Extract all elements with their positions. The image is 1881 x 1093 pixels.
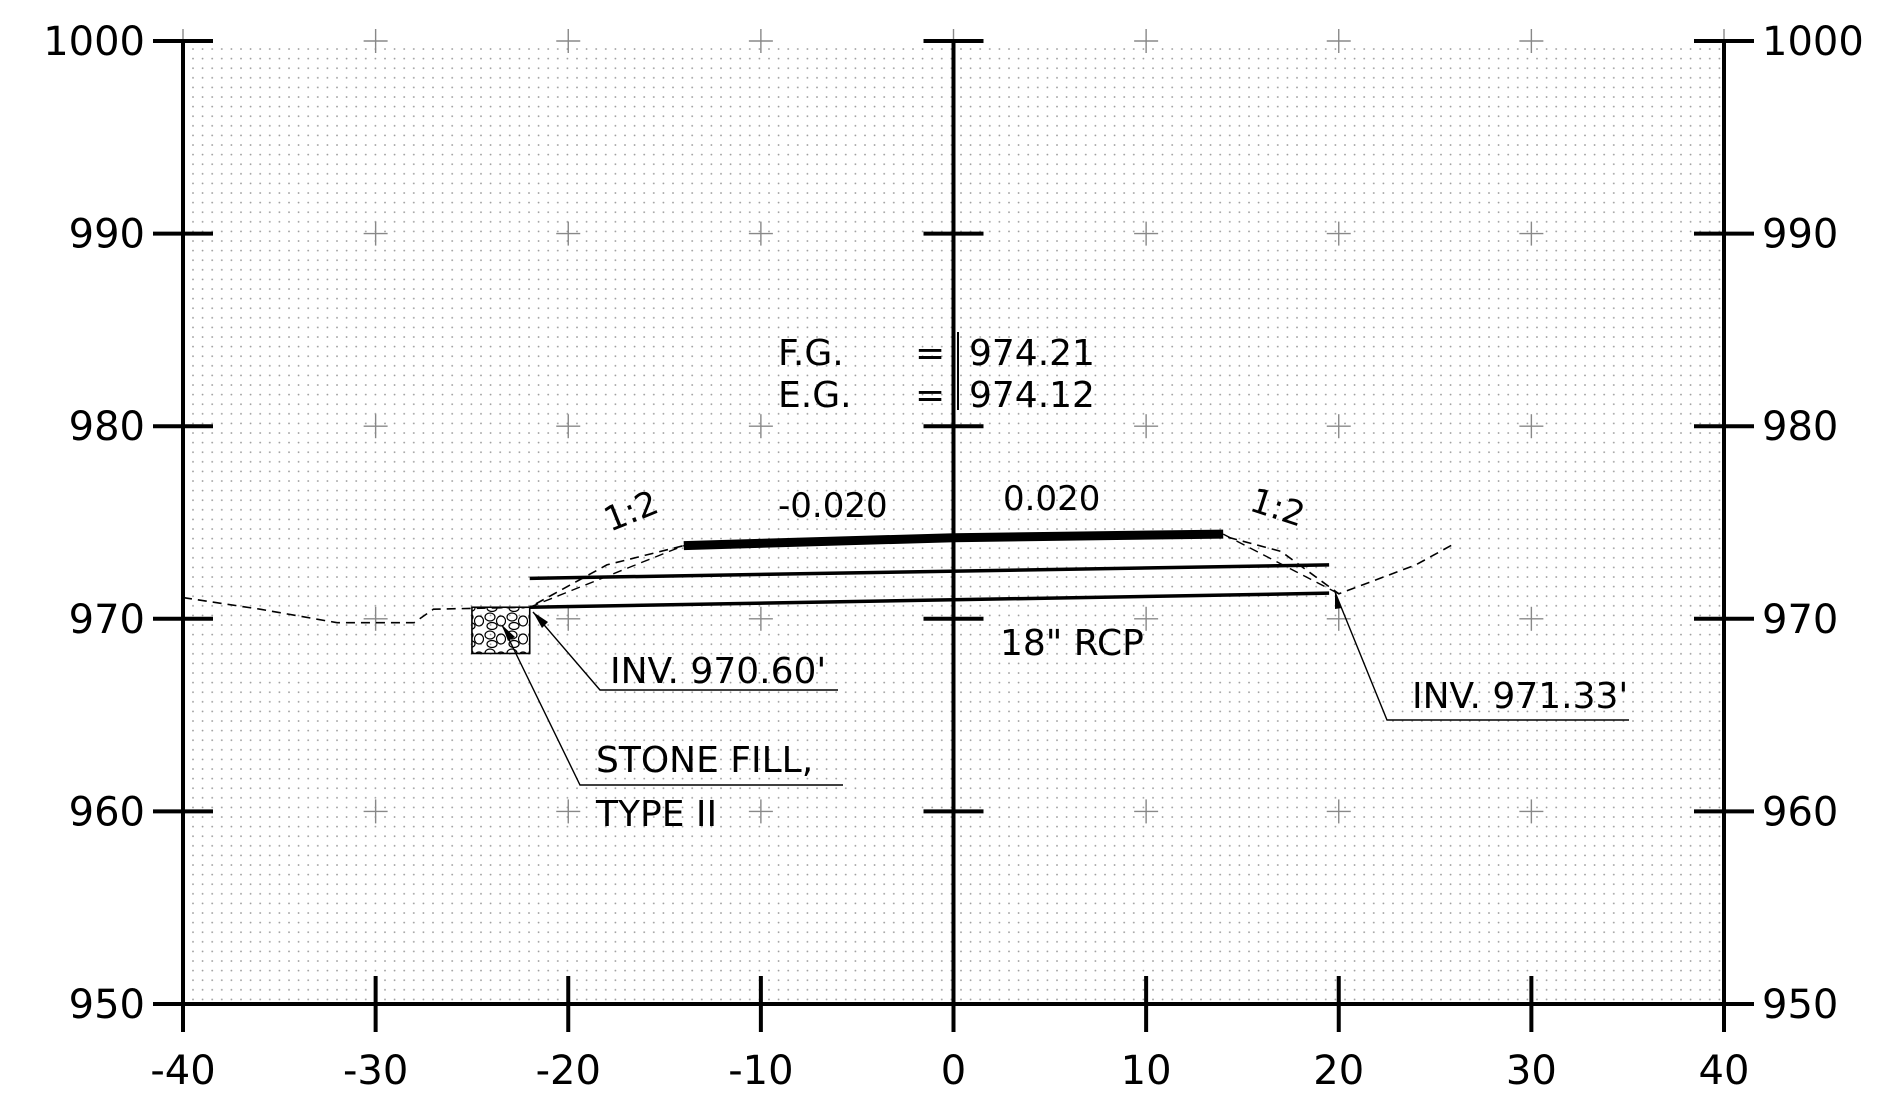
left-y-tick-label: 980 xyxy=(69,404,145,450)
pipe-label: 18" RCP xyxy=(1000,623,1144,664)
grid-cross xyxy=(748,606,773,631)
x-tick-label: -30 xyxy=(343,1048,408,1093)
left-y-tick-label: 960 xyxy=(69,789,145,835)
inv-right-arrowhead xyxy=(1335,592,1342,609)
pipe-top-line xyxy=(529,563,1330,581)
grid-cross xyxy=(1134,606,1159,631)
right-y-tick-label: 970 xyxy=(1762,597,1838,643)
right-y-tick-label: 960 xyxy=(1762,789,1838,835)
grid-cross xyxy=(1134,221,1159,246)
existing-ground-line xyxy=(182,535,1455,624)
inv-left-label: INV. 970.60' xyxy=(610,651,826,692)
finished-grade-line xyxy=(683,529,1224,551)
stone-fill-leader xyxy=(501,624,843,786)
grid-cross xyxy=(1519,29,1544,53)
grid-cross xyxy=(556,414,581,439)
grid-cross xyxy=(556,29,581,53)
axis-tick-labels: 950 950 960 960 970 970 980 980 990 990 1000 1000 -4… xyxy=(43,19,1864,1093)
x-tick-label: 40 xyxy=(1699,1048,1750,1093)
grid-cross xyxy=(1134,799,1159,824)
stone-fill-block xyxy=(471,606,531,655)
pipe-bottom-line xyxy=(529,591,1330,609)
stone-fill-arrowhead xyxy=(502,625,515,641)
grid-cross xyxy=(556,606,581,631)
left-y-tick-label: 990 xyxy=(69,212,145,258)
right-cross-slope-label: 0.020 xyxy=(1003,479,1100,519)
grid-cross xyxy=(1519,799,1544,824)
grid-cross xyxy=(556,799,581,824)
x-tick-label: -40 xyxy=(150,1048,215,1093)
right-y-tick-label: 950 xyxy=(1762,982,1838,1028)
eg-equals: = xyxy=(915,375,945,416)
grid-cross xyxy=(363,606,388,631)
grid-cross xyxy=(363,221,388,246)
grid-cross xyxy=(1134,29,1159,53)
grid-cross xyxy=(748,414,773,439)
grid-cross xyxy=(1519,221,1544,246)
fg-equals: = xyxy=(915,333,945,374)
grid-cross xyxy=(1326,799,1351,824)
x-tick-label: 0 xyxy=(941,1048,966,1093)
eg-value: 974.12 xyxy=(969,375,1095,416)
grid-cross xyxy=(748,221,773,246)
left-y-tick-label: 950 xyxy=(69,982,145,1028)
x-tick-label: 10 xyxy=(1121,1048,1172,1093)
stone-fill-label-line1: STONE FILL, xyxy=(596,740,813,781)
inv-left-arrowhead xyxy=(533,612,548,628)
inv-right-label: INV. 971.33' xyxy=(1412,676,1628,717)
axis-ticks xyxy=(153,39,1754,1032)
stone-fill-label-line2: TYPE II xyxy=(595,794,717,835)
x-tick-label: -10 xyxy=(728,1048,793,1093)
left-y-tick-label: 1000 xyxy=(43,19,145,65)
inv-right-leader xyxy=(1334,591,1629,721)
left-cross-slope-label: -0.020 xyxy=(778,486,888,526)
x-tick-label: 30 xyxy=(1506,1048,1557,1093)
x-tick-label: -20 xyxy=(536,1048,601,1093)
right-y-tick-label: 990 xyxy=(1762,212,1838,258)
grid-cross xyxy=(1519,414,1544,439)
eg-label: E.G. xyxy=(778,375,852,416)
grid-cross xyxy=(1134,414,1159,439)
right-y-tick-label: 1000 xyxy=(1762,19,1864,65)
grid-cross xyxy=(1519,606,1544,631)
grid-cross xyxy=(1326,29,1351,53)
left-y-tick-label: 970 xyxy=(69,597,145,643)
grid-cross xyxy=(1326,606,1351,631)
fg-label: F.G. xyxy=(778,333,844,374)
grid-cross xyxy=(748,29,773,53)
grid-cross xyxy=(1326,414,1351,439)
right-y-tick-label: 980 xyxy=(1762,404,1838,450)
grid-cross xyxy=(556,221,581,246)
grid-cross xyxy=(363,29,388,53)
grid-cross xyxy=(748,799,773,824)
grid-cross xyxy=(1326,221,1351,246)
x-tick-label: 20 xyxy=(1313,1048,1364,1093)
grid-cross xyxy=(363,799,388,824)
fg-value: 974.21 xyxy=(969,333,1095,374)
grid-cross xyxy=(363,414,388,439)
inv-left-leader xyxy=(532,611,838,691)
